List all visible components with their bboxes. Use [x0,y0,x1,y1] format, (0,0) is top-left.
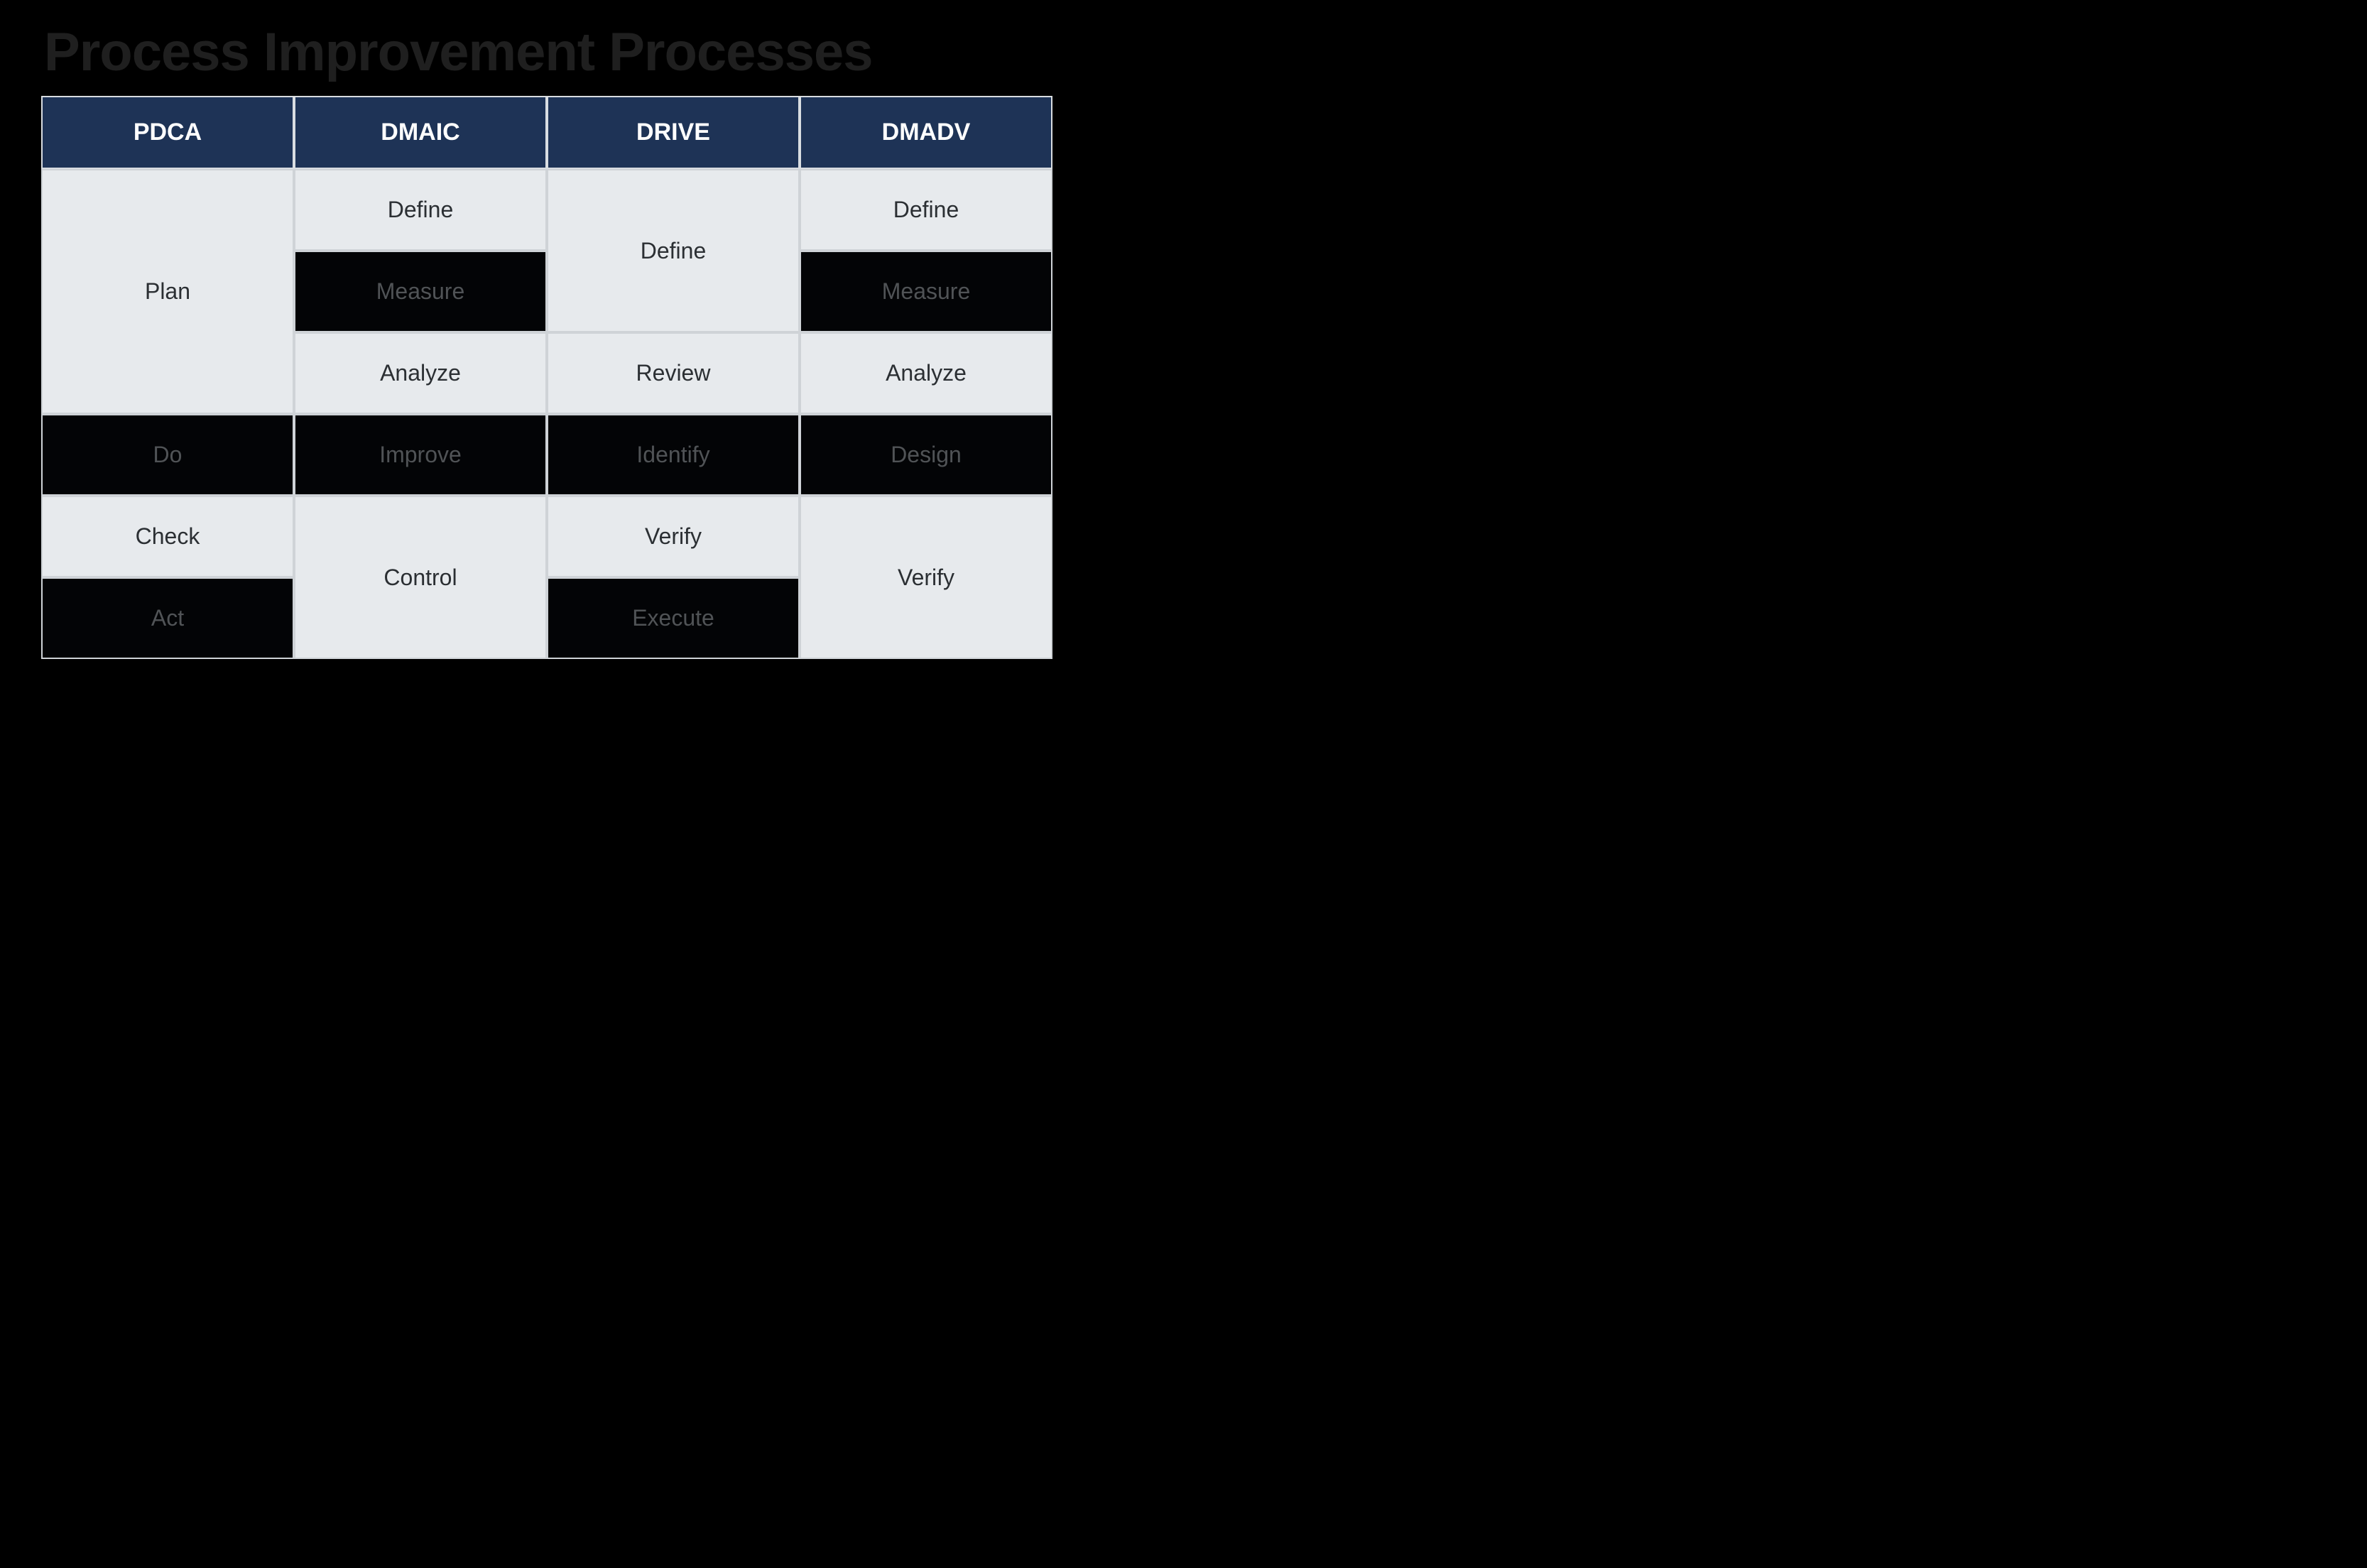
comparison-table: PDCA DMAIC DRIVE DMADV Plan Do Check Act… [41,96,1052,659]
page-title: Process Improvement Processes [44,21,1052,83]
cell-pdca-check: Check [41,496,294,577]
table-header-row: PDCA DMAIC DRIVE DMADV [41,96,1052,169]
cell-dmaic-measure: Measure [294,251,547,332]
cell-drive-identify: Identify [547,414,800,496]
cell-drive-execute: Execute [547,577,800,659]
cell-dmaic-improve: Improve [294,414,547,496]
col-header-dmaic: DMAIC [294,96,547,169]
col-header-drive: DRIVE [547,96,800,169]
cell-pdca-plan: Plan [41,169,294,414]
table-body-grid: Plan Do Check Act Define Measure Analyze… [41,169,1052,659]
cell-dmadv-design: Design [800,414,1052,496]
cell-dmaic-define: Define [294,169,547,251]
col-header-pdca: PDCA [41,96,294,169]
cell-dmadv-measure: Measure [800,251,1052,332]
cell-pdca-act: Act [41,577,294,659]
cell-dmaic-analyze: Analyze [294,332,547,414]
cell-drive-verify: Verify [547,496,800,577]
slide-stage: Process Improvement Processes PDCA DMAIC… [0,0,1094,724]
cell-dmadv-analyze: Analyze [800,332,1052,414]
cell-dmaic-control: Control [294,496,547,659]
cell-drive-define: Define [547,169,800,332]
cell-dmadv-define: Define [800,169,1052,251]
cell-dmadv-verify: Verify [800,496,1052,659]
cell-drive-review: Review [547,332,800,414]
col-header-dmadv: DMADV [800,96,1052,169]
cell-pdca-do: Do [41,414,294,496]
